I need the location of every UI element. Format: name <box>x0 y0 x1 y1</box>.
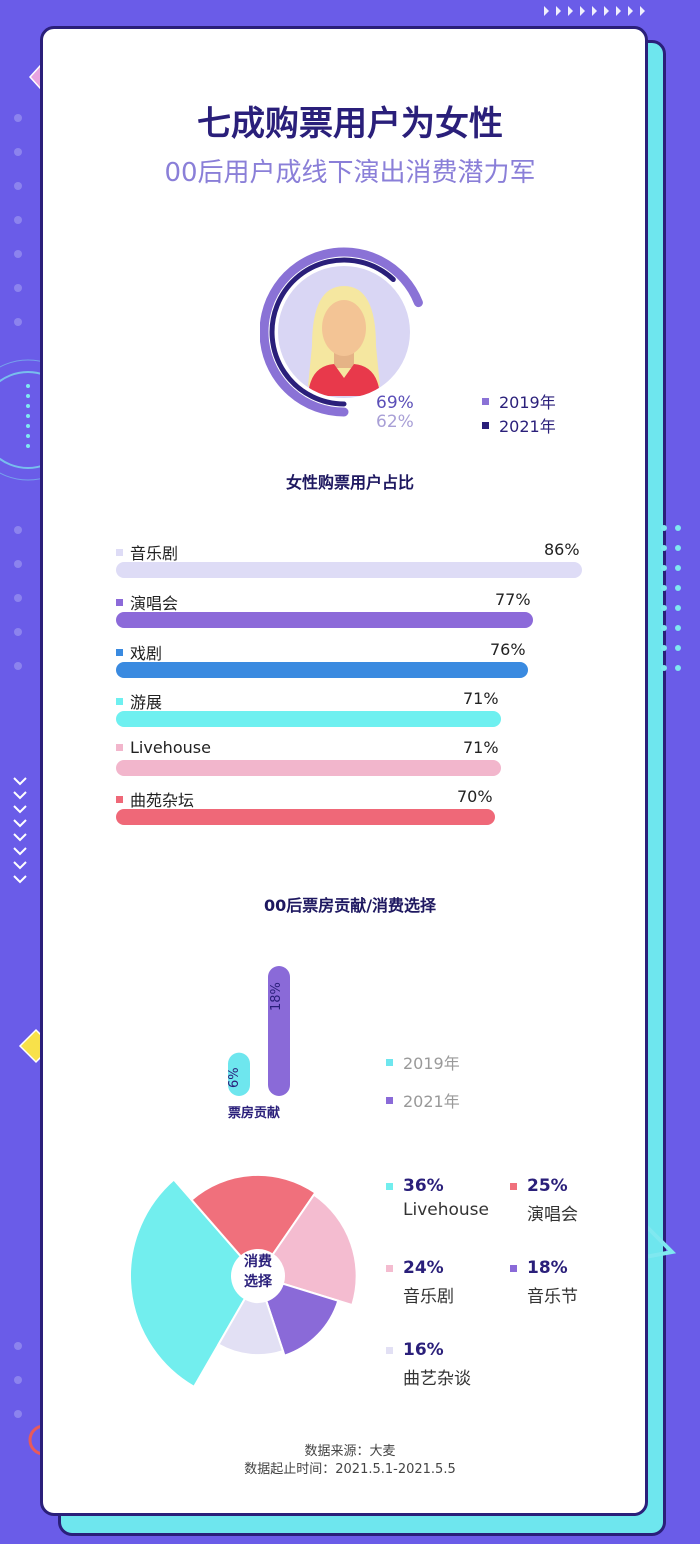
legend-swatch <box>482 397 489 405</box>
box-office-bar-2019 <box>228 1052 250 1096</box>
bar-value: 76% <box>490 640 526 659</box>
bar-swatch <box>116 795 123 803</box>
female-section-label: 女性购票用户占比 <box>285 473 414 492</box>
bar-row: Livehouse 71% <box>116 738 596 788</box>
bar <box>116 612 533 628</box>
donut-center-line2: 选择 <box>244 1274 272 1290</box>
bar-swatch <box>116 548 123 556</box>
bar-row: 曲苑杂坛 70% <box>116 787 596 837</box>
legend-pct: 25% <box>527 1176 568 1196</box>
bar-label: 演唱会 <box>116 590 178 614</box>
box-office-bar-2021 <box>268 966 290 1096</box>
donut-legend-livehouse: 36% Livehouse <box>386 1176 489 1220</box>
bar-label: 戏剧 <box>116 640 162 664</box>
bar-row: 戏剧 76% <box>116 640 596 690</box>
legend-item-2019-b: 2019年 <box>386 1050 460 1074</box>
bar-value: 86% <box>544 540 580 559</box>
bar <box>116 809 495 825</box>
bar-category: 戏剧 <box>130 644 163 663</box>
donut-center <box>232 1250 284 1302</box>
legend-swatch <box>386 1264 393 1272</box>
bar-row: 演唱会 77% <box>116 590 596 640</box>
bar-category: 曲苑杂坛 <box>130 791 195 810</box>
bar-row: 游展 71% <box>116 689 596 739</box>
bar-swatch <box>116 648 123 656</box>
page-title: 七成购票用户为女性 <box>197 104 503 144</box>
bar-swatch <box>116 744 123 751</box>
legend-label: 2019年 <box>499 393 556 412</box>
legend-swatch <box>482 421 489 429</box>
bar-value: 71% <box>463 738 499 757</box>
legend-swatch <box>510 1264 517 1272</box>
bar <box>116 662 528 678</box>
bar-category: 游展 <box>130 693 163 712</box>
legend-item-2021-b: 2021年 <box>386 1088 460 1112</box>
legend-label: 2019年 <box>403 1054 460 1073</box>
zero-section-label: 00后票房贡献/消费选择 <box>263 896 437 915</box>
legend-swatch <box>386 1058 393 1066</box>
donut-legend-music-festival: 18% 音乐节 <box>510 1258 578 1307</box>
bar-category: Livehouse <box>130 738 211 757</box>
legend-pct: 16% <box>403 1340 444 1360</box>
bar-category: 音乐剧 <box>130 544 179 563</box>
consumption-choice-donut <box>130 1173 358 1389</box>
donut-center-line1: 消费 <box>244 1254 272 1270</box>
box-office-label: 票房贡献 <box>228 1106 281 1121</box>
legend-item-2019: 2019年 <box>482 389 556 413</box>
bar-swatch <box>116 697 123 705</box>
ring-2019 <box>260 247 423 417</box>
data-period: 数据起止时间：2021.5.1-2021.5.5 <box>244 1462 456 1477</box>
bar-label: 曲苑杂坛 <box>116 787 194 811</box>
donut-slice <box>271 1193 358 1307</box>
data-source: 数据来源：大麦 <box>304 1444 396 1459</box>
bar-row: 音乐剧 86% <box>116 540 596 590</box>
ring-2021 <box>269 257 396 407</box>
legend-swatch <box>386 1096 393 1104</box>
box-office-value-2019: 6% <box>227 1067 242 1088</box>
legend-pct: 36% <box>403 1176 444 1196</box>
bar-value: 71% <box>463 689 499 708</box>
donut-legend-musical: 24% 音乐剧 <box>386 1258 454 1307</box>
bar-label: 游展 <box>116 689 162 713</box>
legend-name: Livehouse <box>403 1200 489 1220</box>
legend-name: 音乐节 <box>527 1287 578 1307</box>
legend-swatch <box>386 1182 393 1190</box>
box-office-value-2021: 18% <box>269 982 284 1011</box>
female-pct-2021: 62% <box>376 412 414 432</box>
bar-label: Livehouse <box>116 738 211 757</box>
legend-name: 演唱会 <box>527 1205 578 1225</box>
legend-label: 2021年 <box>403 1092 460 1111</box>
woman-avatar-icon <box>308 286 380 396</box>
bar-value: 70% <box>457 787 493 806</box>
legend-name: 曲艺杂谈 <box>403 1369 471 1389</box>
legend-swatch <box>386 1346 393 1354</box>
bar-label: 音乐剧 <box>116 540 178 564</box>
donut-legend-quyi: 16% 曲艺杂谈 <box>386 1340 471 1389</box>
donut-legend-concert: 25% 演唱会 <box>510 1176 578 1225</box>
female-ratio-chart <box>260 247 423 417</box>
box-office-chart <box>228 966 290 1096</box>
legend-item-2021: 2021年 <box>482 413 556 437</box>
bar-value: 77% <box>495 590 531 609</box>
legend-pct: 18% <box>527 1258 568 1278</box>
bar-category: 演唱会 <box>130 594 179 613</box>
bar <box>116 760 501 776</box>
bar <box>116 562 582 578</box>
bar <box>116 711 501 727</box>
female-pct-2019: 69% <box>376 393 414 413</box>
legend-pct: 24% <box>403 1258 444 1278</box>
legend-swatch <box>510 1182 517 1190</box>
legend-name: 音乐剧 <box>403 1287 454 1307</box>
bar-swatch <box>116 598 123 606</box>
donut-center-label: 消费 选择 <box>236 1252 280 1292</box>
legend-label: 2021年 <box>499 417 556 436</box>
page-subtitle: 00后用户成线下演出消费潜力军 <box>164 158 536 188</box>
